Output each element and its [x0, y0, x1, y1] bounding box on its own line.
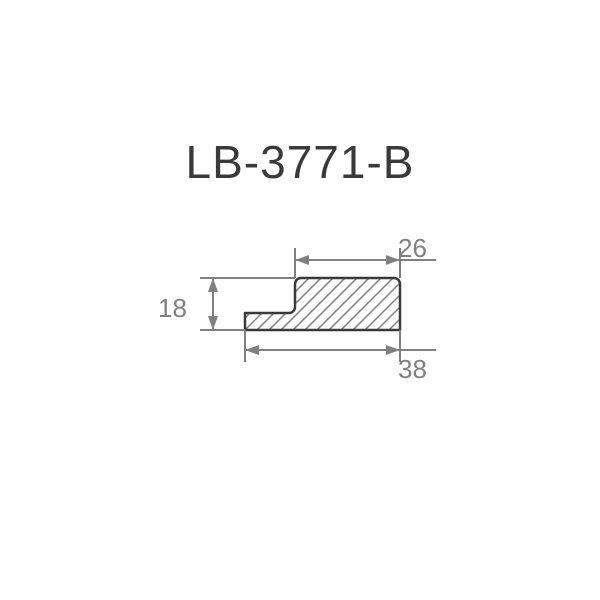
profile-drawing	[0, 0, 600, 600]
